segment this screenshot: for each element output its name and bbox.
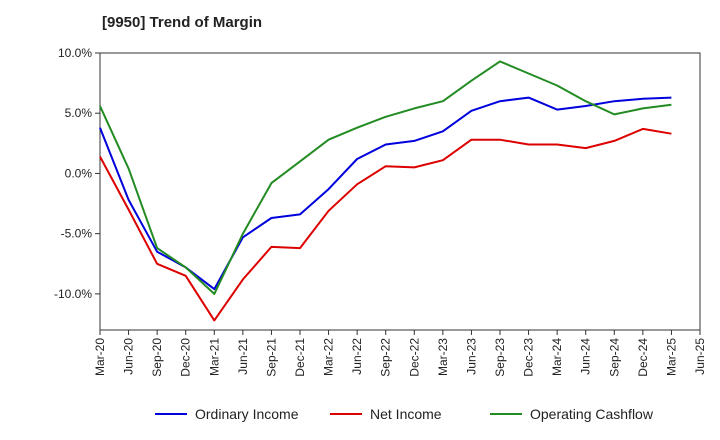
x-tick-label: Sep-24 (607, 338, 621, 377)
x-tick-label: Jun-24 (579, 338, 593, 375)
x-tick-label: Sep-23 (493, 338, 507, 377)
x-tick-label: Dec-21 (293, 338, 307, 377)
x-tick-label: Dec-24 (636, 338, 650, 377)
x-tick-label: Mar-21 (207, 338, 221, 376)
x-tick-label: Dec-20 (179, 338, 193, 377)
y-tick-label: 10.0% (58, 46, 92, 60)
x-tick-label: Mar-22 (322, 338, 336, 376)
series-lines (99, 60, 672, 322)
legend: Ordinary Income Net Income Operating Cashf… (155, 406, 654, 422)
x-tick-label: Jun-20 (122, 338, 136, 375)
axes: 10.0% 5.0% 0.0% -5.0% -10.0% Mar-20 Jun-20 Sep-… (54, 46, 707, 377)
legend-label: Operating Cashflow (530, 406, 654, 422)
x-tick-label: Mar-20 (93, 338, 107, 376)
x-tick-label: Dec-22 (407, 338, 421, 377)
y-tick-label: 0.0% (65, 166, 93, 180)
chart-title: [9950] Trend of Margin (102, 14, 263, 31)
y-tick-label: -10.0% (54, 287, 92, 301)
x-tick-label: Sep-21 (264, 338, 278, 377)
plot-frame (99, 52, 701, 331)
x-tick-label: Jun-22 (350, 338, 364, 375)
series-line-operating-cashflow (99, 60, 672, 295)
series-line-net-income (99, 127, 672, 322)
x-tick-label: Mar-25 (664, 338, 678, 376)
x-tick-label: Sep-20 (150, 338, 164, 377)
y-tick-label: 5.0% (65, 106, 93, 120)
legend-label: Net Income (370, 406, 442, 422)
x-tick-label: Jun-21 (236, 338, 250, 375)
legend-label: Ordinary Income (195, 406, 299, 422)
series-line-ordinary-income (99, 96, 672, 291)
x-tick-label: Jun-23 (464, 338, 478, 375)
x-tick-label: Sep-22 (379, 338, 393, 377)
x-tick-label: Mar-23 (436, 338, 450, 376)
x-tick-label: Dec-23 (522, 338, 536, 377)
y-tick-label: -5.0% (61, 227, 93, 241)
x-tick-label: Mar-24 (550, 338, 564, 376)
x-tick-label: Jun-25 (693, 338, 707, 375)
